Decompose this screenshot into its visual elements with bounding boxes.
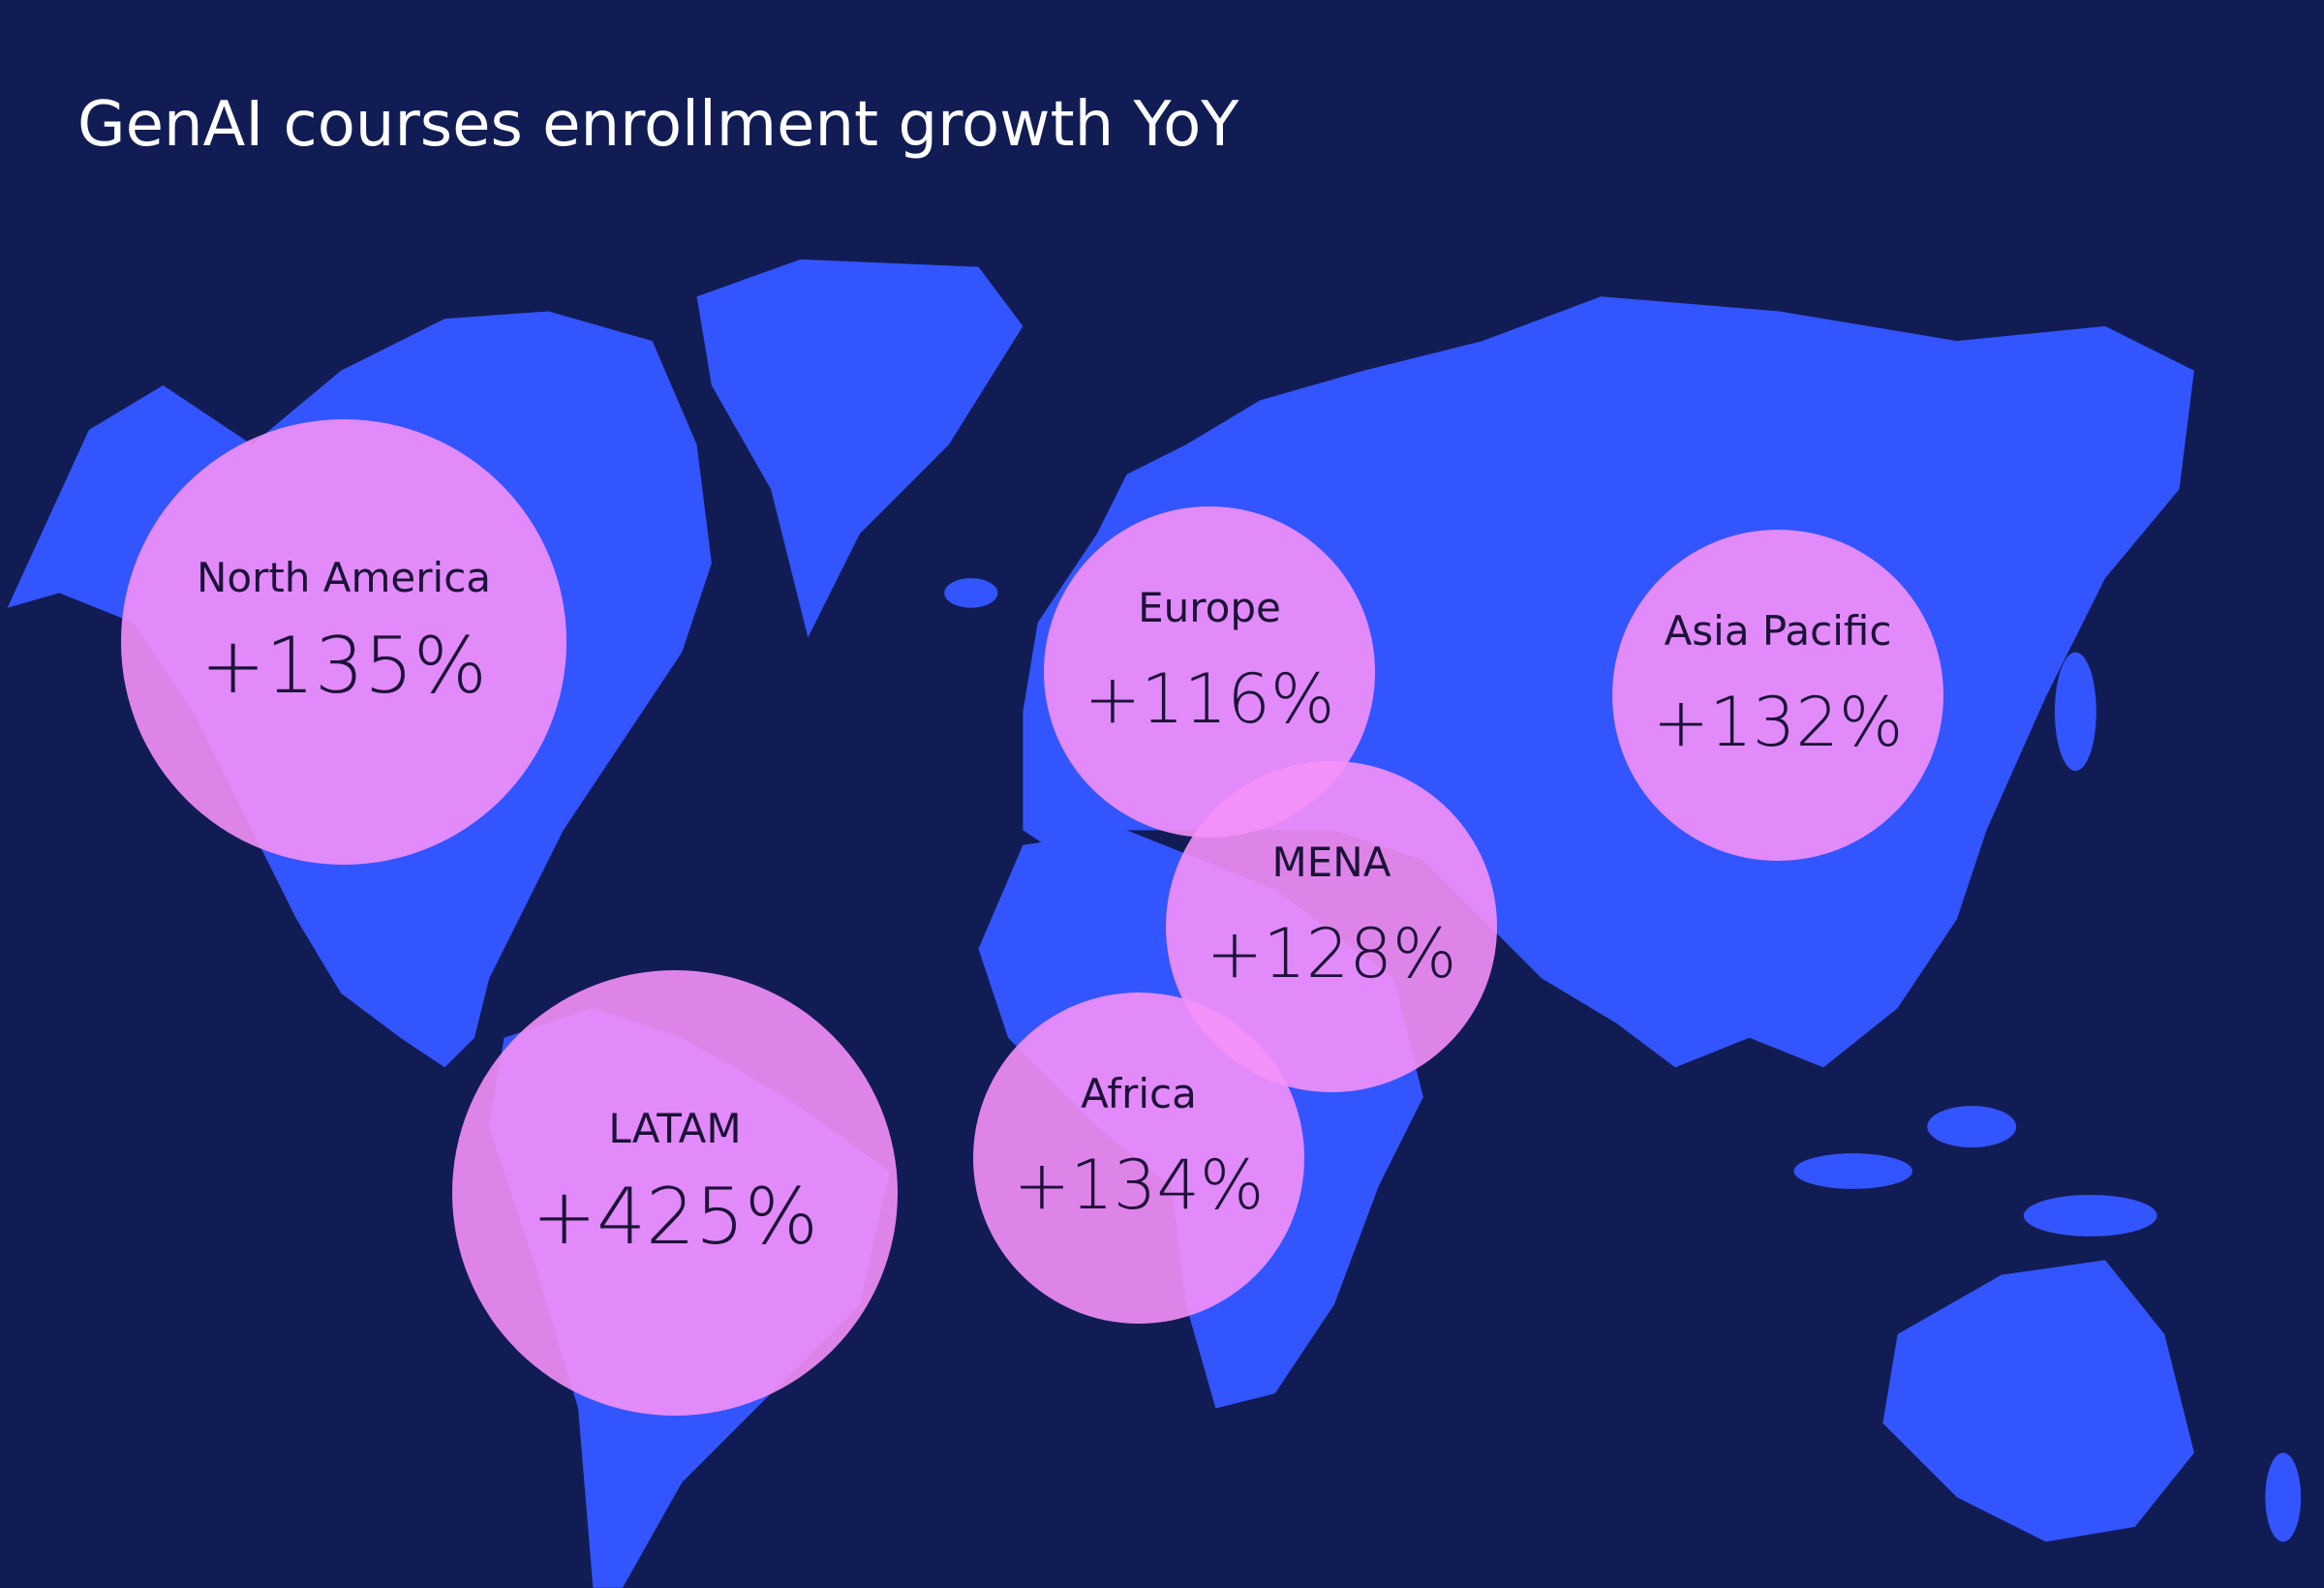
islands [2054, 652, 2096, 772]
region-bubble [1166, 761, 1497, 1092]
islands [2023, 1194, 2157, 1237]
islands [1927, 1106, 2017, 1147]
region-growth: +135% [200, 621, 487, 711]
islands [2265, 1452, 2302, 1542]
region-name: Europe [1138, 584, 1281, 631]
region-bubble [121, 419, 566, 865]
greenland [696, 259, 1024, 638]
region-name: North America [197, 554, 491, 601]
region-growth: +425% [532, 1172, 818, 1262]
region-name: Asia Pacific [1665, 607, 1892, 655]
region-growth: +132% [1653, 683, 1904, 762]
islands [944, 578, 998, 608]
islands [1793, 1153, 1912, 1189]
eurasia [1023, 296, 2194, 1068]
region-growth: +134% [1014, 1145, 1265, 1225]
region-bubble [1044, 506, 1375, 838]
region-growth: +116% [1085, 659, 1335, 739]
region-bubble [973, 992, 1304, 1324]
region-name: MENA [1272, 839, 1391, 886]
region-growth: +128% [1207, 914, 1457, 993]
region-bubble [1612, 530, 1943, 861]
region-bubbles: North America +135% Europe +116% Asia Pacifi… [121, 419, 1943, 1416]
region-bubble [452, 970, 898, 1416]
title: GenAI courses enrollment growth YoY [77, 89, 1239, 161]
region-name: LATAM [608, 1105, 741, 1152]
region-name: Africa [1081, 1070, 1197, 1117]
australia [1882, 1260, 2194, 1542]
